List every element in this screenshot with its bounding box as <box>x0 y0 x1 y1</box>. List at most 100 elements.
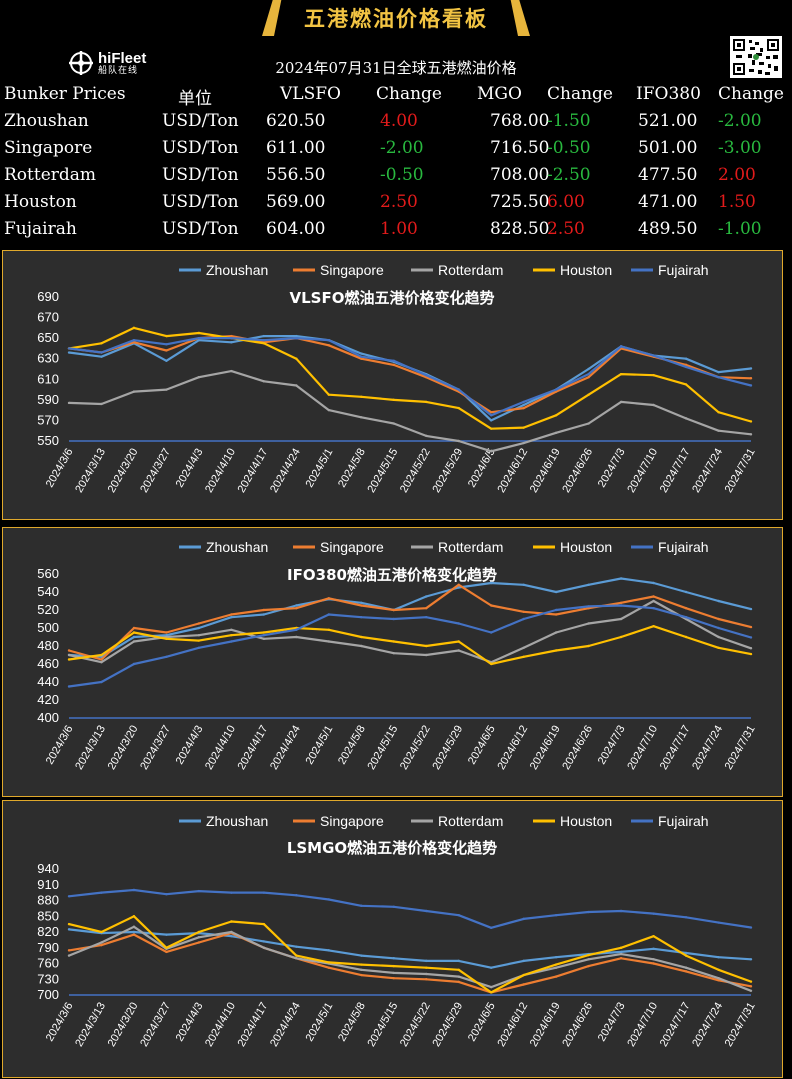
data-point <box>67 658 71 661</box>
vlsfo-price: 611.00 <box>266 138 326 158</box>
data-point <box>327 393 331 396</box>
legend-label[interactable]: Rotterdam <box>438 813 503 829</box>
vlsfo-chart-panel: Zhoushan Singapore Rotterdam Houston Fujaira… <box>2 250 783 520</box>
data-point <box>749 652 753 656</box>
data-point <box>522 403 525 407</box>
data-point <box>197 941 201 944</box>
legend-label[interactable]: Zhoushan <box>206 813 268 829</box>
data-point <box>197 639 201 642</box>
y-tick-label: 910 <box>37 877 59 892</box>
data-point <box>425 607 428 610</box>
data-point <box>132 390 136 393</box>
data-point <box>67 401 71 405</box>
data-point <box>295 635 298 639</box>
legend-label[interactable]: Fujairah <box>658 539 709 555</box>
x-tick-label: 2024/4/3 <box>174 1001 206 1044</box>
data-point <box>619 952 623 956</box>
data-point <box>327 949 331 952</box>
data-point <box>619 635 623 639</box>
data-point <box>684 417 688 420</box>
y-tick-label: 880 <box>37 893 59 908</box>
data-point <box>165 634 168 637</box>
data-point <box>457 439 460 443</box>
data-point <box>749 384 753 387</box>
data-point <box>652 607 655 610</box>
data-point <box>619 604 623 607</box>
data-point <box>295 604 298 607</box>
data-point <box>717 599 720 603</box>
data-point <box>717 646 720 649</box>
data-point <box>619 400 623 404</box>
data-point <box>165 631 168 634</box>
vlsfo-change: -2.00 <box>380 138 424 158</box>
legend-label[interactable]: Zhoushan <box>206 262 268 278</box>
data-point <box>295 336 298 340</box>
data-point <box>652 912 655 915</box>
y-tick-label: 560 <box>37 566 59 581</box>
data-point <box>197 376 201 379</box>
data-point <box>425 434 428 438</box>
data-point <box>717 411 720 414</box>
y-tick-label: 540 <box>37 584 59 599</box>
data-point <box>749 989 753 992</box>
data-point <box>652 581 655 585</box>
y-tick-label: 820 <box>37 924 59 939</box>
data-point <box>100 943 103 947</box>
legend-label[interactable]: Fujairah <box>658 262 709 278</box>
data-point <box>749 647 753 650</box>
qr-code-icon[interactable] <box>730 36 782 78</box>
legend-label[interactable]: Fujairah <box>658 813 709 829</box>
data-point <box>684 607 688 610</box>
data-point <box>100 402 103 406</box>
data-point <box>587 393 590 396</box>
data-point <box>392 398 395 402</box>
data-point <box>749 433 753 436</box>
data-point <box>230 935 233 938</box>
data-point <box>100 930 103 934</box>
column-header: MGO <box>477 84 522 104</box>
header-banner: 五港燃油价格看板 <box>262 0 530 36</box>
data-point <box>132 626 136 630</box>
data-point <box>587 953 590 957</box>
data-point <box>522 406 525 410</box>
legend-label[interactable]: Singapore <box>320 813 384 829</box>
x-tick-label: 2024/4/10 <box>203 447 238 495</box>
data-point <box>717 429 720 432</box>
ifo380-change: -1.00 <box>718 219 762 239</box>
legend-label[interactable]: Houston <box>560 262 612 278</box>
ifo380-change: -3.00 <box>718 138 762 158</box>
data-point <box>587 605 590 608</box>
legend-label[interactable]: Rotterdam <box>438 539 503 555</box>
series-line-singapore <box>68 932 752 994</box>
x-tick-label: 2024/7/24 <box>690 724 725 772</box>
ifo380-price: 489.50 <box>638 219 698 239</box>
legend-label[interactable]: Rotterdam <box>438 262 503 278</box>
data-point <box>165 933 168 936</box>
legend-label[interactable]: Singapore <box>320 539 384 555</box>
data-point <box>652 403 655 407</box>
data-point <box>360 616 363 619</box>
data-point <box>457 640 460 643</box>
data-point <box>489 966 493 969</box>
data-point <box>327 628 331 631</box>
data-point <box>522 441 525 445</box>
y-tick-label: 420 <box>37 692 59 707</box>
data-point <box>230 628 233 631</box>
legend-label[interactable]: Zhoushan <box>206 539 268 555</box>
y-tick-label: 460 <box>37 656 59 671</box>
legend-label[interactable]: Singapore <box>320 262 384 278</box>
data-point <box>262 634 266 637</box>
x-tick-label: 2024/5/1 <box>304 1001 336 1044</box>
data-point <box>392 422 395 425</box>
x-tick-label: 2024/4/3 <box>174 447 206 490</box>
x-tick-label: 2024/4/10 <box>203 724 238 772</box>
data-point <box>554 388 558 391</box>
data-point <box>522 426 525 429</box>
data-point <box>67 949 71 952</box>
unit-cell: USD/Ton <box>162 192 239 212</box>
x-tick-label: 2024/5/15 <box>365 1001 400 1049</box>
data-point <box>457 649 460 652</box>
legend-label[interactable]: Houston <box>560 539 612 555</box>
data-point <box>230 369 233 373</box>
legend-label[interactable]: Houston <box>560 813 612 829</box>
